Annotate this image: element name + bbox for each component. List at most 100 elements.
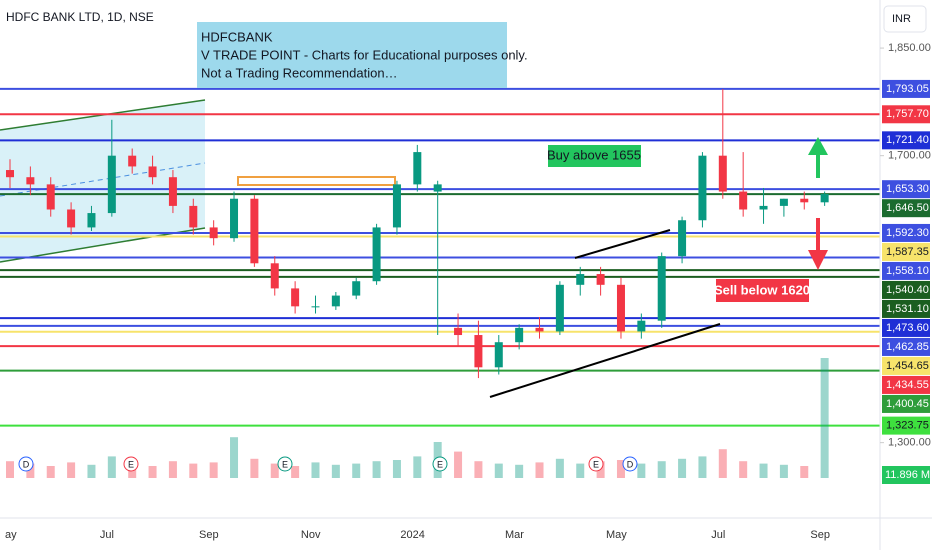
level-badge [882,416,930,435]
event-icon [123,456,139,472]
level-badge [882,199,930,218]
level-label: 1,531.10 [886,303,929,315]
level-badge [882,299,930,318]
candle-body [718,155,727,192]
volume-bar [392,460,401,478]
x-tick-label: May [606,529,627,541]
event-label: D [23,459,30,469]
level-badge [882,280,930,299]
candle-body [678,220,687,257]
volume-bar [250,458,259,478]
note-line: HDFCBANK [201,29,273,44]
candle-body [535,327,544,332]
x-tick-label: Nov [301,529,321,541]
volume-bar [678,458,687,478]
level-label: 1,323.75 [886,420,929,432]
level-badge [882,375,930,394]
volume-bar [168,461,177,478]
volume-bar [413,456,422,478]
volume-bar [474,461,483,478]
event-label: E [282,459,288,469]
x-tick-label: Jul [100,529,114,541]
zone [237,176,396,186]
volume-bar [454,451,463,478]
trend-line [574,229,671,259]
note-line: V TRADE POINT - Charts for Educational p… [201,47,528,62]
x-tick-label: Mar [505,529,524,541]
candle-body [739,191,748,210]
candle-body [148,166,157,178]
volume-bar [352,463,361,478]
volume-bar [657,461,666,478]
volume-bar [107,456,116,478]
level-badge [882,131,930,150]
candle-body [26,177,35,185]
level-label: 1,587.35 [886,246,929,258]
candle-body [474,335,483,368]
sell-label: Sell below 1620 [714,282,810,297]
level-badge [882,318,930,337]
candle-body [616,284,625,332]
candle-body [820,194,829,203]
volume-bar [189,463,198,478]
level-badge [882,223,930,242]
candle-body [759,205,768,210]
x-tick-label: Jul [711,529,725,541]
volume-bar [270,463,279,478]
level-label: 1,473.60 [886,322,929,334]
volume-bar [759,463,768,478]
level-label: 1,400.45 [886,398,929,410]
note-line: Not a Trading Recommendation… [201,65,398,80]
level-label: 1,454.65 [886,360,929,372]
volume-bar [26,463,35,478]
candle-body [657,256,666,321]
candle-body [67,209,76,228]
volume-bar [230,437,239,478]
volume-bar [515,464,524,478]
volume-bar [718,449,727,478]
x-tick-label: ay [5,529,17,541]
candle-body [433,184,442,192]
level-label: 1,558.10 [886,265,929,277]
candle-body [637,320,646,332]
candle-body [515,327,524,343]
volume-bar [800,466,809,478]
candle-body [128,155,137,167]
level-label: 1,540.40 [886,284,929,296]
volume-bar [494,463,503,478]
candle-body [6,170,14,178]
candle-body [352,281,361,296]
level-badge [882,394,930,413]
volume-badge [882,466,930,484]
level-badge [882,337,930,356]
volume-bar [739,461,748,478]
candle-body [209,227,218,239]
volume-bar [291,466,300,478]
buy-box [548,145,641,167]
y-tick-label: 1,700.00 [888,150,931,162]
level-label: 1,721.40 [886,134,929,146]
candle-body [413,152,422,185]
candle-body [270,263,279,289]
level-label: 1,462.85 [886,341,929,353]
candle-body [168,177,177,206]
candle-body [291,288,300,307]
y-tick-label: 1,850.00 [888,42,931,54]
candle-body [779,198,788,206]
volume-bar [637,463,646,478]
volume-label: 11.896 M [885,469,930,481]
volume-bar [46,466,55,478]
volume-bar [698,456,707,478]
level-label: 1,653.30 [886,183,929,195]
candle-body [698,155,707,221]
level-badge [882,356,930,375]
candle-body [596,274,605,285]
candle-body [87,213,96,228]
candle-body [555,284,564,332]
symbol-title: HDFC BANK LTD, 1D, NSE [6,10,154,24]
candle-body [576,274,585,285]
volume-bar [535,462,544,478]
event-label: E [593,459,599,469]
candle-body [800,198,809,203]
